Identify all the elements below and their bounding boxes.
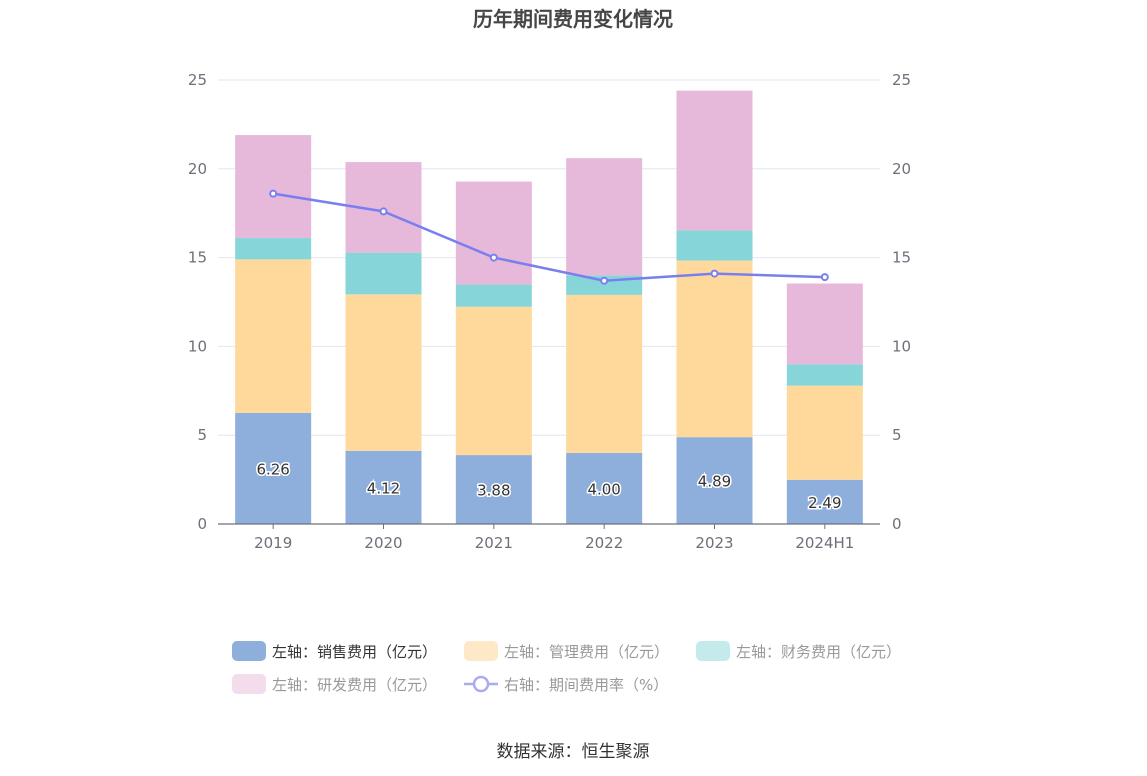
rate-point-2021[interactable] — [489, 253, 498, 262]
rate-line — [269, 189, 829, 285]
left-tick-label: 15 — [188, 249, 207, 267]
bar-segment-2-2021[interactable] — [455, 284, 532, 307]
bar-value-label: 3.88 — [477, 482, 510, 500]
bar-segment-0-2024H1[interactable] — [786, 479, 863, 524]
legend-item-3[interactable]: 左轴：研发费用（亿元） — [232, 674, 437, 694]
legend-item-1[interactable]: 左轴：管理费用（亿元） — [464, 641, 669, 661]
legend-marker-swatch — [472, 675, 490, 693]
bar-segment-1-2020[interactable] — [345, 294, 422, 451]
bar-segment-1-2019[interactable] — [235, 259, 312, 413]
rate-point-2020[interactable] — [379, 207, 388, 216]
x-tick-label: 2022 — [585, 534, 623, 552]
x-tick-label: 2024H1 — [795, 534, 854, 552]
axes: 0 5 10 15 20 25 0 5 10 15 20 25 2019 2020 2021 2022 2023… — [188, 71, 911, 552]
data-labels: 6.26 4.12 3.88 4.00 4.89 2.49 — [255, 459, 843, 513]
bar-value-label: 4.00 — [587, 480, 620, 498]
bar-segment-0-2020[interactable] — [345, 450, 422, 524]
bar-segment-0-2023[interactable] — [676, 437, 753, 524]
chart-title: 历年期间费用变化情况 — [473, 7, 673, 31]
left-tick-label: 25 — [188, 71, 207, 89]
bar-segment-3-2024H1[interactable] — [786, 283, 863, 365]
right-tick-label: 25 — [892, 71, 911, 89]
bar-segment-3-2022[interactable] — [566, 158, 643, 276]
legend-label: 左轴：管理费用（亿元） — [504, 643, 669, 661]
bar-value-label: 4.12 — [367, 479, 400, 497]
legend-item-2[interactable]: 左轴：财务费用（亿元） — [696, 641, 901, 661]
x-tick-label: 2023 — [695, 534, 733, 552]
legend-item-4[interactable]: 右轴：期间费用率（%） — [464, 675, 668, 694]
right-tick-label: 5 — [892, 426, 902, 444]
legend-swatch — [232, 674, 266, 694]
rate-point-2019[interactable] — [269, 189, 278, 198]
legend-label: 左轴：研发费用（亿元） — [272, 676, 437, 694]
bar-segment-1-2024H1[interactable] — [786, 385, 863, 480]
bar-segment-3-2019[interactable] — [235, 135, 312, 239]
bar-segment-2-2024H1[interactable] — [786, 364, 863, 386]
legend-label: 左轴：销售费用（亿元） — [272, 643, 437, 661]
legend-label: 右轴：期间费用率（%） — [504, 676, 668, 694]
x-tick-label: 2019 — [254, 534, 292, 552]
bar-segment-3-2023[interactable] — [676, 90, 753, 231]
x-tick-label: 2020 — [364, 534, 402, 552]
right-tick-label: 0 — [892, 515, 902, 533]
source-note: 数据来源：恒生聚源 — [497, 742, 650, 762]
bar-value-label: 2.49 — [808, 494, 841, 512]
legend-swatch — [232, 641, 266, 661]
legend-swatch — [696, 641, 730, 661]
rate-point-2022[interactable] — [600, 276, 609, 285]
legend-swatch — [464, 641, 498, 661]
bars — [235, 90, 863, 524]
bar-segment-2-2020[interactable] — [345, 252, 422, 295]
bar-value-label: 6.26 — [256, 460, 289, 478]
x-tick-label: 2021 — [475, 534, 513, 552]
bar-segment-1-2022[interactable] — [566, 294, 643, 453]
bar-value-label: 4.89 — [698, 473, 731, 491]
bar-segment-3-2021[interactable] — [455, 181, 532, 285]
left-tick-label: 10 — [188, 337, 207, 355]
rate-line-path — [272, 192, 825, 282]
rate-point-2023[interactable] — [710, 269, 719, 278]
legend-label: 左轴：财务费用（亿元） — [736, 643, 901, 661]
right-tick-label: 20 — [892, 160, 911, 178]
bar-segment-2-2023[interactable] — [676, 230, 753, 261]
bar-segment-1-2021[interactable] — [455, 306, 532, 456]
legend-item-0[interactable]: 左轴：销售费用（亿元） — [232, 641, 437, 661]
left-tick-label: 20 — [188, 160, 207, 178]
rate-point-2024H1[interactable] — [820, 273, 829, 282]
bar-segment-0-2019[interactable] — [235, 412, 312, 524]
right-tick-label: 15 — [892, 249, 911, 267]
grid — [218, 79, 880, 436]
bar-segment-0-2022[interactable] — [566, 452, 643, 524]
right-tick-label: 10 — [892, 337, 911, 355]
bar-segment-1-2023[interactable] — [676, 260, 753, 438]
bar-segment-2-2019[interactable] — [235, 238, 312, 260]
left-tick-label: 5 — [197, 426, 207, 444]
left-tick-label: 0 — [197, 515, 207, 533]
legend[interactable]: 左轴：销售费用（亿元） 左轴：管理费用（亿元） 左轴：财务费用（亿元） 左轴：研发费用… — [232, 641, 901, 694]
bar-segment-0-2021[interactable] — [455, 455, 532, 524]
